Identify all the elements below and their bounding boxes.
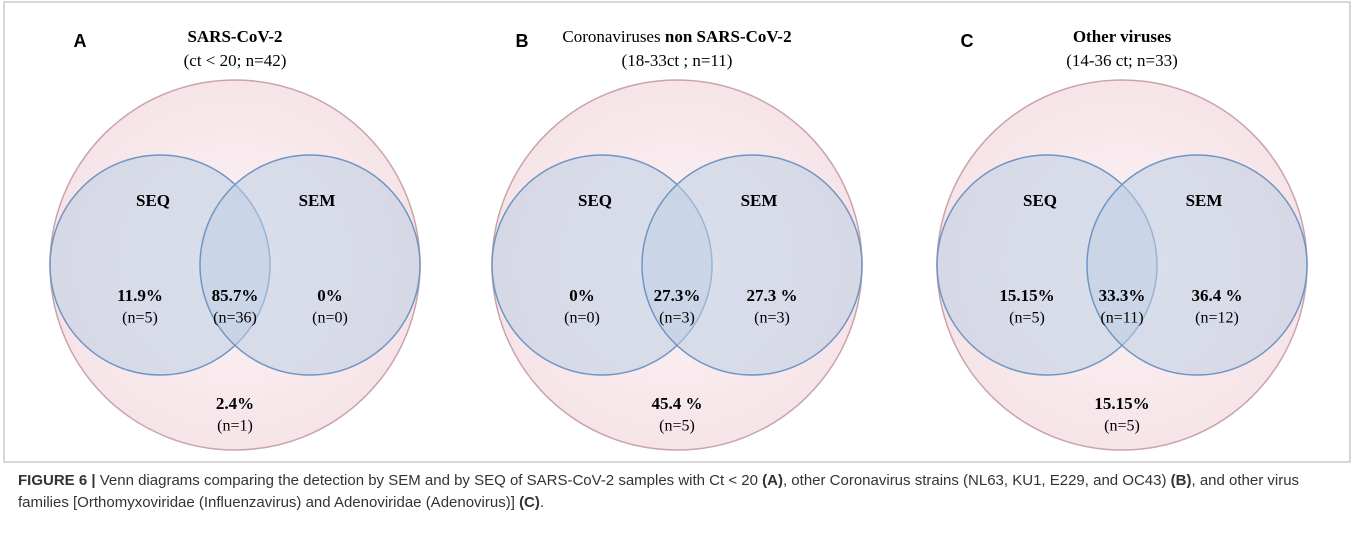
region-percent: 45.4 %	[652, 394, 703, 413]
region-count: (n=5)	[1009, 310, 1045, 327]
panel-title: Coronaviruses non SARS-CoV-2	[562, 27, 791, 46]
set-label: SEQ	[136, 191, 170, 210]
caption-text: , other Coronavirus strains (NL63, KU1, …	[782, 472, 1171, 489]
set-label: SEM	[1186, 191, 1223, 210]
caption-text: (C)	[519, 494, 540, 511]
panel-label: B	[516, 31, 529, 51]
caption: FIGURE 6 | Venn diagrams comparing the d…	[18, 470, 1338, 514]
region-count: (n=3)	[754, 310, 790, 327]
region-count: (n=0)	[312, 310, 348, 327]
title-main: SARS-CoV-2	[187, 27, 282, 46]
region-count: (n=36)	[213, 310, 257, 327]
frame	[3, 1, 1351, 463]
region-count: (n=5)	[1104, 418, 1140, 435]
region-percent: 15.15%	[999, 286, 1054, 305]
panel-subtitle: (14-36 ct; n=33)	[1066, 51, 1178, 70]
panel-title: Other viruses	[1073, 27, 1172, 46]
region-percent: 0%	[569, 286, 595, 305]
set-circle	[199, 154, 421, 376]
region-percent: 15.15%	[1094, 394, 1149, 413]
region-percent: 2.4%	[216, 394, 254, 413]
set-label: SEQ	[578, 191, 612, 210]
region-percent: 85.7%	[212, 286, 259, 305]
region-percent: 27.3%	[654, 286, 701, 305]
panel-title: SARS-CoV-2	[187, 27, 282, 46]
set-label: SEQ	[1023, 191, 1057, 210]
caption-text: FIGURE 6 |	[18, 472, 96, 489]
panel-subtitle: (ct < 20; n=42)	[184, 51, 287, 70]
region-percent: 11.9%	[117, 286, 163, 305]
caption-text: (A)	[762, 472, 783, 489]
region-count: (n=11)	[1100, 310, 1143, 327]
region-percent: 0%	[317, 286, 343, 305]
venn-figure: A SARS-CoV-2 (ct < 20; n=42) SEQ SEM 11.9% (n=…	[3, 1, 1351, 463]
panel-label: C	[961, 31, 974, 51]
region-percent: 33.3%	[1099, 286, 1146, 305]
panel-subtitle: (18-33ct ; n=11)	[622, 51, 733, 70]
set-label: SEM	[299, 191, 336, 210]
region-percent: 36.4 %	[1192, 286, 1243, 305]
set-circle	[1086, 154, 1308, 376]
region-count: (n=3)	[659, 310, 695, 327]
title-prefix: Coronaviruses	[562, 27, 660, 46]
region-count: (n=0)	[564, 310, 600, 327]
region-count: (n=5)	[122, 310, 158, 327]
caption-text: .	[539, 494, 545, 511]
set-circle	[641, 154, 863, 376]
region-count: (n=1)	[217, 418, 253, 435]
caption-text: (B)	[1170, 472, 1192, 489]
caption-text: Venn diagrams comparing the detection by…	[95, 472, 763, 489]
panel-label: A	[74, 31, 87, 51]
title-main: non SARS-CoV-2	[665, 27, 792, 46]
region-count: (n=5)	[659, 418, 695, 435]
caption-text: , and other virus families [Orthomyxovir…	[18, 472, 1300, 511]
set-label: SEM	[741, 191, 778, 210]
region-count: (n=12)	[1195, 310, 1239, 327]
region-percent: 27.3 %	[747, 286, 798, 305]
title-main: Other viruses	[1073, 27, 1172, 46]
